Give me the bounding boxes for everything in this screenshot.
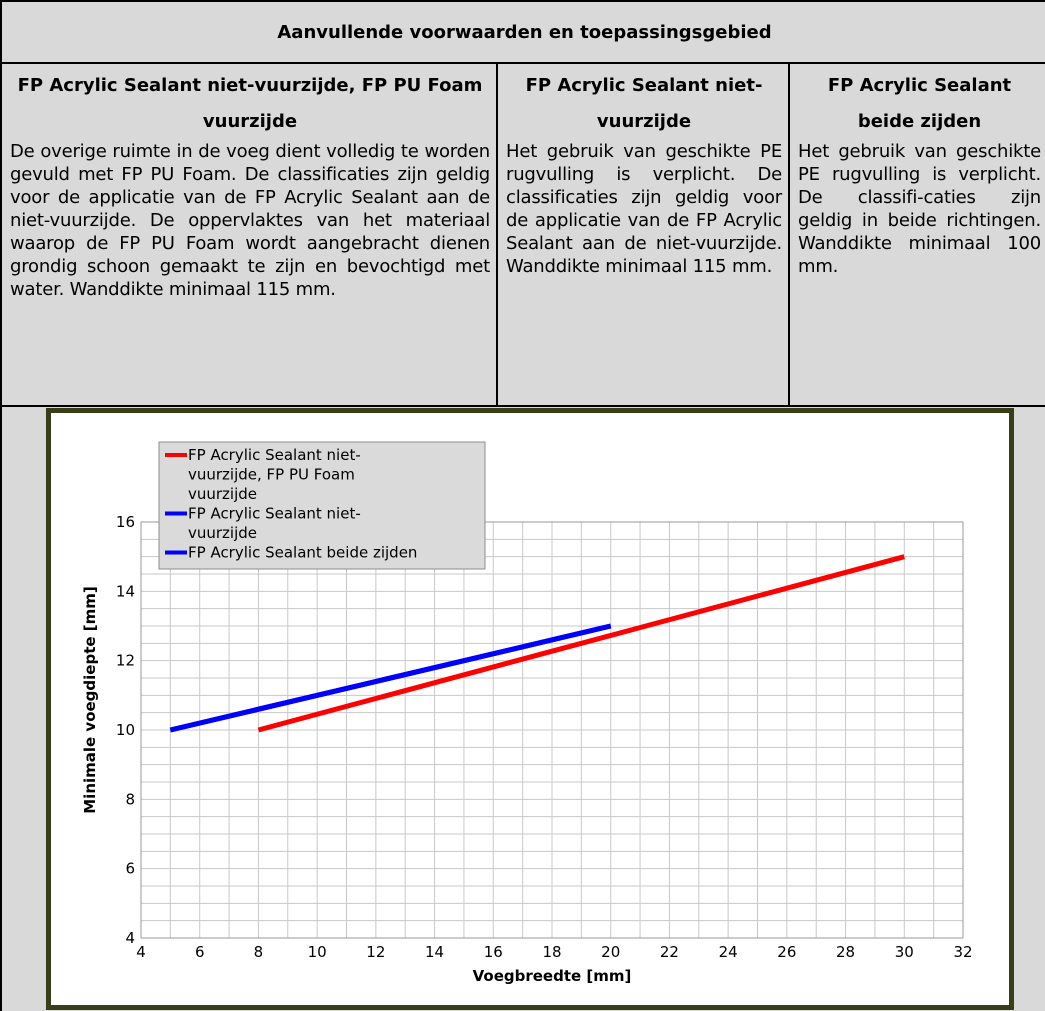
column-text: Het gebruik van geschikte PE rugvulling … <box>506 141 782 277</box>
y-tick-label: 6 <box>125 860 135 878</box>
column-foam-vuurzijde: FP Acrylic Sealant niet-vuurzijde, FP PU… <box>2 64 498 405</box>
joint-depth-chart: 4 6 8 10 12 14 16 18 20 22 24 26 28 30 32 4 6 8 10 12 14 16 F… <box>81 441 973 985</box>
x-tick-label: 30 <box>895 943 914 961</box>
legend-entry: vuurzijde, FP PU Foam <box>188 466 355 484</box>
column-text: Het gebruik van geschikte PE rugvulling … <box>798 141 1041 277</box>
column-text: De overige ruimte in de voeg dient volle… <box>10 141 490 300</box>
legend-entry: FP Acrylic Sealant beide zijden <box>188 544 417 562</box>
table-title: Aanvullende voorwaarden en toepassingsge… <box>2 2 1045 64</box>
legend-entry: FP Acrylic Sealant niet- <box>188 505 361 523</box>
series-line <box>257 554 905 733</box>
chart-legend: FP Acrylic Sealant niet-vuurzijde, FP PU… <box>158 441 486 570</box>
x-tick-label: 8 <box>254 943 264 961</box>
column-header: FP Acrylic Sealant niet-vuurzijde <box>525 75 763 132</box>
x-tick-label: 14 <box>425 943 444 961</box>
legend-box <box>158 441 486 570</box>
chart-series <box>169 554 905 733</box>
column-beide-zijden: FP Acrylic Sealant beide zijden Het gebr… <box>790 64 1045 405</box>
x-tick-label: 20 <box>601 943 620 961</box>
y-tick-label: 4 <box>125 929 135 947</box>
y-tick-label: 16 <box>116 513 135 531</box>
legend-entry: FP Acrylic Sealant niet- <box>188 446 361 464</box>
x-tick-label: 22 <box>660 943 679 961</box>
y-tick-label: 14 <box>116 582 135 600</box>
legend-entry: vuurzijde <box>188 485 257 503</box>
x-tick-label: 4 <box>136 943 146 961</box>
row-divider <box>2 405 1045 407</box>
y-tick-label: 10 <box>116 721 135 739</box>
y-axis-label: Minimale voegdiepte [mm] <box>81 586 99 814</box>
x-tick-label: 26 <box>777 943 796 961</box>
x-tick-label: 24 <box>719 943 738 961</box>
x-tick-label: 18 <box>542 943 561 961</box>
x-tick-label: 6 <box>195 943 205 961</box>
chart-frame: 4 6 8 10 12 14 16 18 20 22 24 26 28 30 32 4 6 8 10 12 14 16 F… <box>46 408 1014 1010</box>
x-tick-label: 32 <box>953 943 972 961</box>
legend-entry: vuurzijde <box>188 524 257 542</box>
x-tick-label: 10 <box>308 943 327 961</box>
column-header: FP Acrylic Sealant niet-vuurzijde, FP PU… <box>17 75 483 132</box>
x-tick-label: 16 <box>484 943 503 961</box>
series-line <box>169 623 612 733</box>
column-niet-vuurzijde: FP Acrylic Sealant niet-vuurzijde Het ge… <box>498 64 790 405</box>
x-tick-label: 28 <box>836 943 855 961</box>
plot-area-border <box>140 521 964 939</box>
y-tick-label: 8 <box>125 790 135 808</box>
chart-grid <box>140 521 964 939</box>
chart-axes: 4 6 8 10 12 14 16 18 20 22 24 26 28 30 32 4 6 8 10 12 14 16 <box>116 513 973 961</box>
x-tick-label: 12 <box>366 943 385 961</box>
x-axis-label: Voegbreedte [mm] <box>473 967 632 985</box>
column-header: FP Acrylic Sealant beide zijden <box>827 75 1012 132</box>
y-tick-label: 12 <box>116 652 135 670</box>
